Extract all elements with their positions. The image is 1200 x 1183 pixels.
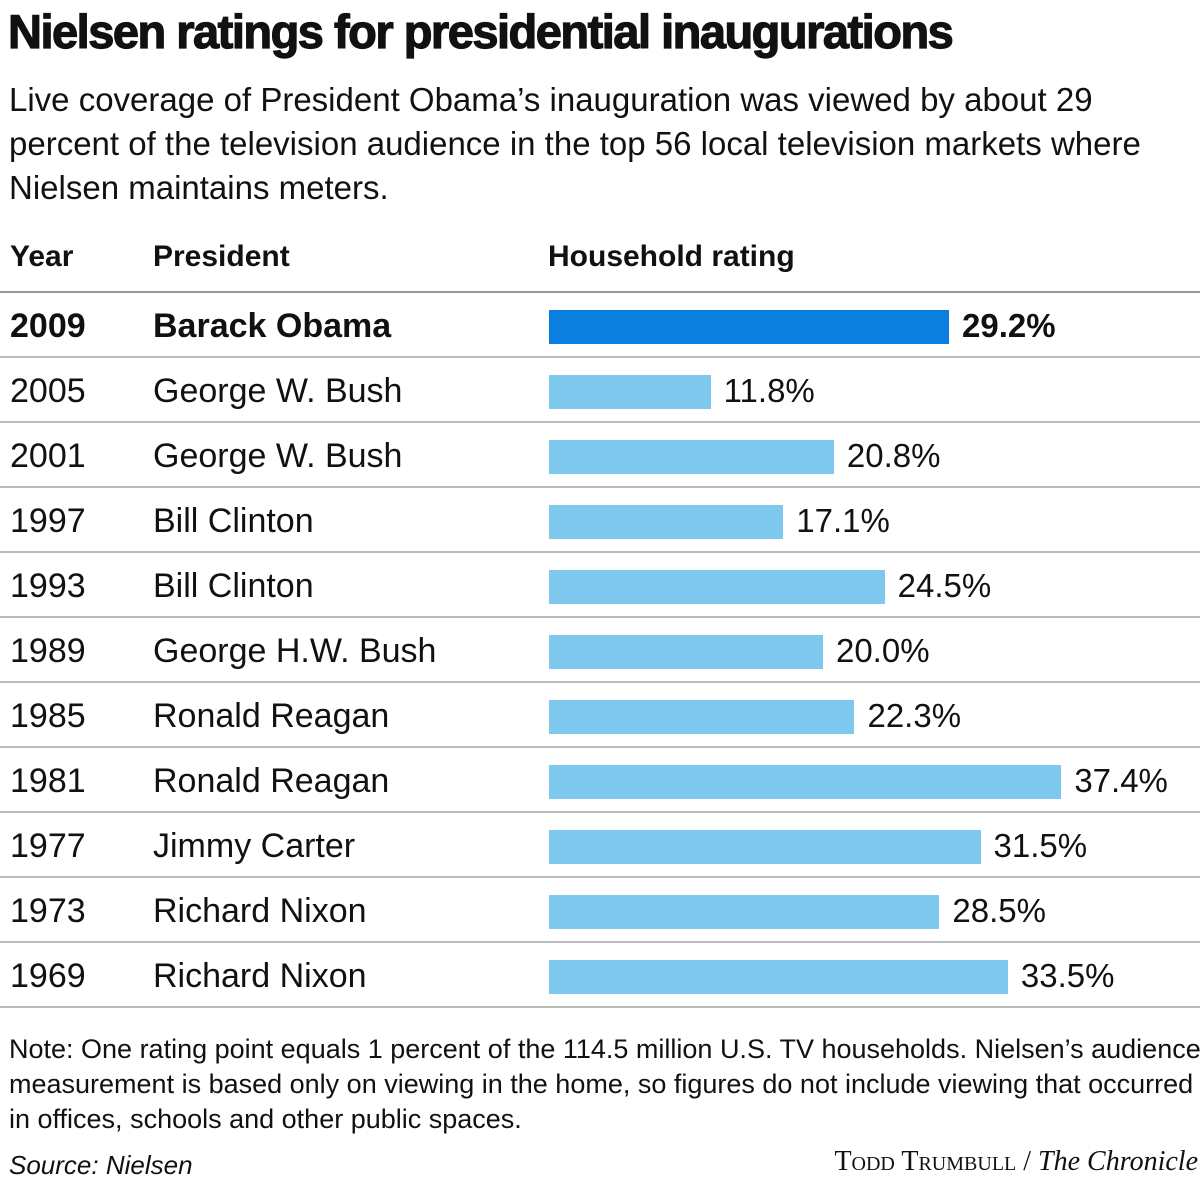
president-label: Ronald Reagan — [153, 697, 390, 735]
table-row: 1973 Richard Nixon 28.5% — [0, 878, 1200, 943]
president-label: Richard Nixon — [153, 892, 367, 930]
value-label: 11.8% — [723, 372, 815, 409]
row-divider — [0, 746, 1200, 748]
president-label: George W. Bush — [153, 437, 403, 475]
bar — [549, 830, 981, 864]
source: Source: Nielsen — [9, 1150, 193, 1180]
value-label: 31.5% — [993, 827, 1088, 864]
row-divider — [0, 551, 1200, 553]
credit-name: Todd Trumbull — [834, 1146, 1017, 1177]
president-label: Bill Clinton — [153, 502, 314, 540]
bar — [549, 440, 834, 474]
row-divider — [0, 811, 1200, 813]
row-divider — [0, 616, 1200, 618]
table-row: 1969 Richard Nixon 33.5% — [0, 943, 1200, 1008]
value-label: 29.2% — [962, 307, 1056, 344]
president-label: Richard Nixon — [153, 957, 367, 995]
year-label: 1989 — [10, 632, 86, 670]
value-label: 17.1% — [796, 502, 890, 539]
president-label: Jimmy Carter — [153, 827, 356, 865]
year-label: 1993 — [10, 567, 86, 605]
note: Note: One rating point equals 1 percent … — [9, 1034, 1200, 1134]
row-divider — [0, 681, 1200, 683]
year-label: 1981 — [10, 762, 86, 800]
row-divider — [0, 486, 1200, 488]
value-label: 20.8% — [846, 437, 941, 474]
bar — [549, 375, 711, 409]
credit: Todd Trumbull / The Chronicle — [834, 1146, 1198, 1178]
bar — [549, 635, 823, 669]
bar — [549, 310, 949, 344]
table-row: 2009 Barack Obama 29.2% — [0, 293, 1200, 358]
president-label: George W. Bush — [153, 372, 403, 410]
year-label: 1985 — [10, 697, 86, 735]
year-label: 1973 — [10, 892, 86, 930]
table-row: 1981 Ronald Reagan 37.4% — [0, 748, 1200, 813]
row-divider — [0, 356, 1200, 358]
bar — [549, 895, 940, 929]
table-row: 2001 George W. Bush 20.8% — [0, 423, 1200, 488]
table-row: 1977 Jimmy Carter 31.5% — [0, 813, 1200, 878]
row-divider — [0, 876, 1200, 878]
table-row: 1993 Bill Clinton 24.5% — [0, 553, 1200, 618]
value-label: 37.4% — [1074, 762, 1168, 799]
header-year: Year — [10, 240, 74, 273]
value-label: 20.0% — [835, 632, 930, 669]
year-label: 2009 — [10, 307, 86, 345]
year-label: 1997 — [10, 502, 86, 540]
header-rating: Household rating — [548, 240, 795, 273]
bar — [549, 570, 885, 604]
value-label: 28.5% — [952, 892, 1046, 929]
bar — [549, 765, 1062, 799]
president-label: George H.W. Bush — [153, 632, 437, 670]
value-label: 33.5% — [1020, 957, 1115, 994]
value-label: 24.5% — [897, 567, 992, 604]
table-row: 1997 Bill Clinton 17.1% — [0, 488, 1200, 553]
table-row: 1989 George H.W. Bush 20.0% — [0, 618, 1200, 683]
credit-separator: / — [1016, 1146, 1039, 1177]
bar — [549, 700, 855, 734]
table-row: 1985 Ronald Reagan 22.3% — [0, 683, 1200, 748]
year-label: 2005 — [10, 372, 86, 410]
year-label: 1977 — [10, 827, 86, 865]
president-label: Bill Clinton — [153, 567, 314, 605]
chart-title: Nielsen ratings for presidential inaugur… — [7, 4, 954, 58]
header-president: President — [153, 240, 290, 273]
year-label: 2001 — [10, 437, 86, 475]
row-divider — [0, 421, 1200, 423]
value-label: 22.3% — [867, 697, 962, 734]
bar — [549, 505, 784, 539]
president-label: Ronald Reagan — [153, 762, 390, 800]
chart-subtitle: Live coverage of President Obama’s inaug… — [9, 81, 1141, 206]
bar — [549, 960, 1008, 994]
president-label: Barack Obama — [153, 307, 392, 345]
credit-publication: The Chronicle — [1038, 1146, 1198, 1177]
table-row: 2005 George W. Bush 11.8% — [0, 358, 1200, 423]
row-divider — [0, 941, 1200, 943]
row-divider — [0, 1006, 1200, 1008]
header-divider — [0, 291, 1200, 293]
year-label: 1969 — [10, 957, 86, 995]
